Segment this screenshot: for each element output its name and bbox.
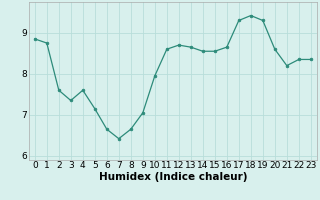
X-axis label: Humidex (Indice chaleur): Humidex (Indice chaleur) bbox=[99, 172, 247, 182]
